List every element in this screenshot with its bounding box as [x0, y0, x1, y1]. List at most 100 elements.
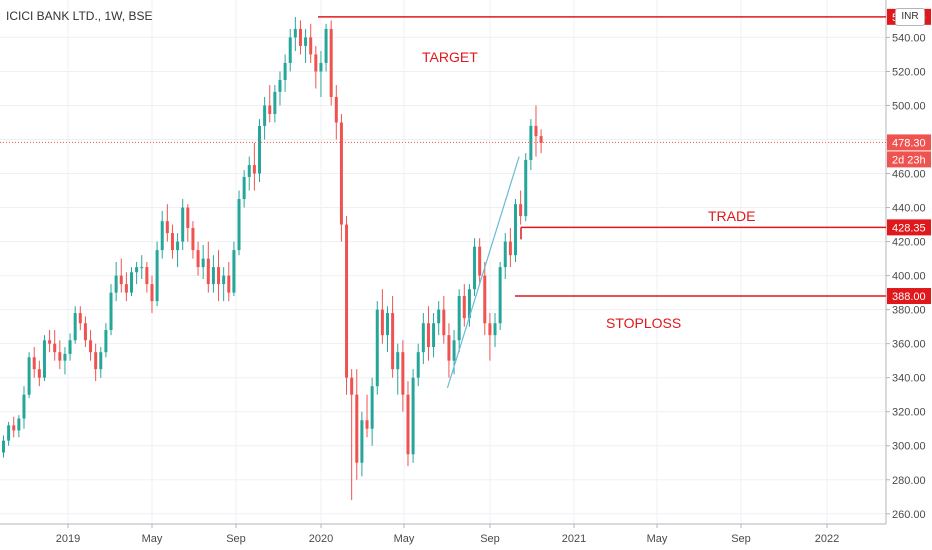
svg-text:478.30: 478.30 [892, 137, 926, 149]
countdown-badge: 2d 23h [887, 151, 931, 168]
candle [119, 258, 123, 293]
x-tick-label: May [647, 533, 668, 545]
candle [206, 241, 210, 293]
y-tick-label: 420.00 [892, 237, 926, 249]
trade-price-badge: 428.35 [887, 219, 931, 236]
candle [237, 190, 241, 256]
y-tick-label: 380.00 [892, 305, 926, 317]
candle [473, 238, 477, 297]
candle [94, 343, 98, 382]
candle [298, 20, 302, 55]
candle [426, 306, 430, 361]
candle [32, 347, 36, 378]
y-tick-label: 320.00 [892, 407, 926, 419]
y-tick-label: 400.00 [892, 271, 926, 283]
candle [42, 335, 46, 382]
y-tick-label: 460.00 [892, 169, 926, 181]
candle [227, 262, 231, 302]
candle [293, 17, 297, 52]
candle [170, 224, 174, 259]
candle [514, 199, 517, 262]
candle [273, 85, 277, 123]
candle [386, 306, 389, 353]
candle [309, 23, 313, 63]
candle [27, 352, 31, 399]
candle [432, 313, 436, 358]
candle [498, 262, 502, 331]
candle [416, 343, 420, 387]
candle [406, 381, 410, 467]
candle [519, 190, 523, 225]
candle [211, 255, 215, 293]
candle [58, 340, 62, 370]
candle [324, 23, 328, 72]
annotation-trade: TRADE [708, 208, 755, 224]
x-tick-label: 2019 [56, 533, 80, 545]
candle [201, 244, 205, 280]
candle [217, 250, 221, 302]
candle [7, 421, 11, 446]
candle [375, 301, 379, 395]
grid-lines [0, 0, 886, 524]
candle [345, 216, 349, 395]
candle [365, 394, 369, 438]
y-tick-label: 360.00 [892, 339, 926, 351]
y-axis-ticks: 260.00 280.00 300.00 320.00 340.00 360.00 380.… [886, 32, 926, 521]
candles [2, 17, 543, 501]
candle [48, 330, 52, 353]
candle [437, 301, 441, 336]
candle [232, 241, 236, 297]
candle [524, 153, 528, 222]
candle [68, 333, 72, 361]
candle [135, 262, 139, 285]
candle [83, 316, 87, 348]
x-tick-label: 2021 [562, 533, 586, 545]
candle [360, 411, 364, 477]
candle [304, 28, 308, 63]
candle [401, 340, 405, 412]
candle [104, 323, 108, 358]
candle [283, 54, 287, 92]
candle [534, 105, 538, 157]
candle [78, 306, 82, 331]
candle [109, 284, 113, 336]
candle [355, 369, 359, 480]
candle [339, 113, 343, 242]
candle [130, 267, 133, 297]
y-tick-label: 260.00 [892, 509, 926, 521]
candle [191, 221, 195, 259]
candle [421, 313, 425, 365]
candle [186, 204, 190, 242]
x-tick-label: Sep [731, 533, 751, 545]
candle [145, 262, 149, 293]
candle [222, 267, 226, 302]
candle [242, 170, 246, 208]
svg-text:388.00: 388.00 [892, 291, 926, 303]
candle [114, 262, 118, 302]
y-tick-label: 500.00 [892, 100, 926, 112]
svg-text:428.35: 428.35 [892, 222, 926, 234]
currency-button[interactable]: INR [895, 8, 925, 26]
candle [155, 241, 159, 307]
candle [89, 330, 93, 361]
candle [508, 227, 512, 268]
candle [529, 119, 533, 171]
annotation-stoploss: STOPLOSS [606, 315, 681, 331]
candle [176, 233, 180, 268]
trendline[interactable] [446, 156, 520, 389]
candle [488, 313, 492, 361]
candle [268, 85, 272, 123]
candle [447, 323, 451, 378]
candle [350, 369, 354, 501]
candle [411, 369, 415, 463]
candle [380, 289, 384, 344]
candle [140, 255, 144, 280]
candle [17, 415, 21, 438]
x-tick-label: Sep [480, 533, 500, 545]
level-lines [0, 16, 886, 389]
candle [370, 377, 374, 446]
x-tick-label: 2022 [815, 533, 839, 545]
candle [457, 289, 461, 353]
axis-panel-y [886, 0, 932, 550]
